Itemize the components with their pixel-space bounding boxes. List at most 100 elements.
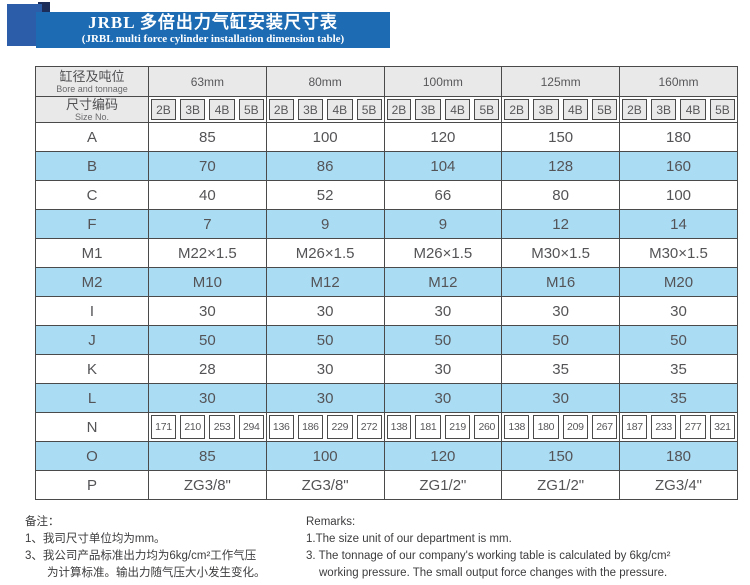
size-code-label: 5B — [709, 99, 735, 120]
dimension-value-cell: 294 — [236, 412, 267, 442]
dimension-value: 66 — [383, 180, 503, 210]
page-subtitle: (JRBL multi force cylinder installation … — [81, 33, 345, 45]
row-label: L — [35, 383, 149, 413]
dimension-value: 100 — [619, 180, 738, 210]
table-body: A 85 100 120 150 180 B 70 86 104 128 160 C 40 52 66 80 10… — [35, 122, 738, 500]
size-code-label: 2B — [622, 99, 647, 120]
corner-label-en: Bore and tonnage — [56, 84, 128, 94]
size-code-cell: 4B — [442, 96, 473, 123]
bore-column-header-63mm: 63mm — [148, 66, 267, 97]
dimension-value: 272 — [356, 415, 382, 439]
row-label: F — [35, 209, 149, 239]
dimension-value: M12 — [265, 267, 385, 297]
size-code-label: 4B — [680, 99, 706, 120]
dimension-value-cell: 138 — [383, 412, 414, 442]
size-code-cell: 4B — [325, 96, 355, 123]
size-code-cell: 3B — [295, 96, 326, 123]
dimension-value: 233 — [650, 415, 677, 439]
dimension-value: 181 — [415, 415, 441, 439]
notes-zh-line: 1、我司尺寸单位均为mm。 — [25, 533, 166, 545]
dimension-value-cell: 219 — [442, 412, 473, 442]
size-code-label: 4B — [444, 99, 471, 120]
table-head: 缸径及吨位 Bore and tonnage 63mm 80mm 100mm 125m… — [35, 66, 738, 123]
dimension-value: M10 — [148, 267, 267, 297]
dimension-value: M30×1.5 — [619, 238, 738, 268]
table-row-J: J 50 50 50 50 50 — [35, 325, 738, 355]
size-code-cell: 4B — [678, 96, 708, 123]
dimension-value-cell: 321 — [707, 412, 738, 442]
table-header-row-bores: 缸径及吨位 Bore and tonnage 63mm 80mm 100mm 125m… — [35, 66, 738, 97]
row-label: B — [35, 151, 149, 181]
dimension-value-cell: 277 — [678, 412, 708, 442]
dimension-value: ZG1/2" — [501, 470, 620, 500]
dimension-value: 50 — [501, 325, 620, 355]
size-code-label: 2B — [268, 99, 294, 120]
table-row-F: F 7 9 9 12 14 — [35, 209, 738, 239]
dimension-value: M30×1.5 — [501, 238, 620, 268]
dimension-value: 180 — [619, 122, 738, 152]
size-code-label: 3B — [297, 99, 324, 120]
notes-en-line: 1.The size unit of our department is mm. — [306, 533, 512, 545]
size-code-cell: 2B — [501, 96, 532, 123]
dimension-value: ZG1/2" — [383, 470, 503, 500]
row-label: M2 — [35, 267, 149, 297]
dimension-value: 186 — [297, 415, 324, 439]
dimension-value: 9 — [265, 209, 385, 239]
row-label: K — [35, 354, 149, 384]
dimension-value: 12 — [501, 209, 620, 239]
dimension-value: 50 — [383, 325, 503, 355]
dimension-value: ZG3/4" — [619, 470, 738, 500]
dimension-value: 30 — [619, 296, 738, 326]
dimension-value: 277 — [680, 415, 706, 439]
size-code-cell: 5B — [590, 96, 620, 123]
dimension-value: 30 — [501, 383, 620, 413]
dimension-value: 50 — [265, 325, 385, 355]
table-row-A: A 85 100 120 150 180 — [35, 122, 738, 152]
dimension-value: M16 — [501, 267, 620, 297]
size-code-cell: 5B — [236, 96, 267, 123]
dimension-value-cell: 171 — [147, 412, 178, 442]
dimension-value: 150 — [501, 441, 620, 471]
dimension-value: 187 — [622, 415, 647, 439]
dimension-value: 30 — [383, 354, 503, 384]
dimension-value-cell: 136 — [265, 412, 296, 442]
dimension-value: 138 — [386, 415, 412, 439]
row-label: A — [35, 122, 149, 152]
size-code-label: 2B — [151, 99, 176, 120]
notes-zh-line: 3、我公司产品标准出力均为6kg/cm²工作气压 — [25, 550, 257, 562]
dimension-value: 35 — [619, 354, 738, 384]
row-label: N — [35, 412, 149, 442]
dimension-value-cell: 253 — [207, 412, 237, 442]
corner-cell-bore: 缸径及吨位 Bore and tonnage — [35, 66, 149, 97]
dimension-value: 9 — [383, 209, 503, 239]
size-code-cell: 2B — [147, 96, 178, 123]
dimension-value: 30 — [265, 383, 385, 413]
dimension-value: 229 — [327, 415, 353, 439]
corner-label-en: Size No. — [74, 112, 109, 122]
table-row-B: B 70 86 104 128 160 — [35, 151, 738, 181]
dimension-value: 120 — [383, 441, 503, 471]
dimension-value: 180 — [533, 415, 559, 439]
size-code-cell: 5B — [707, 96, 738, 123]
size-code-cell: 3B — [531, 96, 561, 123]
corner-label-zh: 尺寸编码 — [65, 97, 118, 112]
dimension-value-cell: 272 — [354, 412, 384, 442]
size-code-label: 2B — [386, 99, 412, 120]
table-row-L: L 30 30 30 30 35 — [35, 383, 738, 413]
dimension-value: 138 — [504, 415, 530, 439]
size-code-label: 5B — [238, 99, 264, 120]
size-code-cell: 2B — [383, 96, 414, 123]
dimension-value: 30 — [501, 296, 620, 326]
size-code-cell: 5B — [472, 96, 502, 123]
dimension-value: 210 — [179, 415, 206, 439]
dimension-value: 267 — [592, 415, 617, 439]
dimension-value: 104 — [383, 151, 503, 181]
dimension-value: 260 — [474, 415, 500, 439]
table-row-I: I 30 30 30 30 30 — [35, 296, 738, 326]
dimension-value: 85 — [148, 122, 267, 152]
dimension-value-cell: 180 — [531, 412, 561, 442]
dimension-value: 40 — [148, 180, 267, 210]
notes-chinese: 备注： 1、我司尺寸单位均为mm。 3、我公司产品标准出力均为6kg/cm²工作… — [25, 514, 300, 582]
dimension-value: 35 — [501, 354, 620, 384]
